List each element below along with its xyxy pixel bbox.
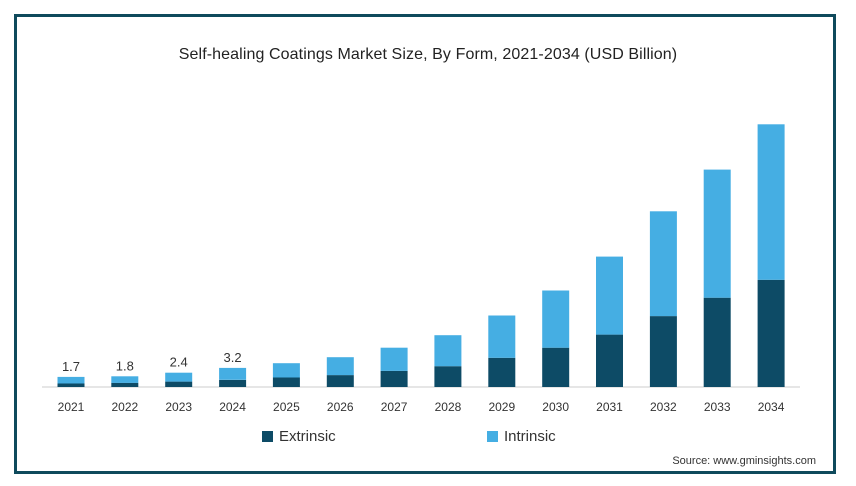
data-label-2021: 1.7: [62, 359, 80, 374]
x-tick-label-2021: 2021: [58, 400, 85, 414]
source-note: Source: www.gminsights.com: [672, 455, 816, 467]
bar-intrinsic-2022: [111, 376, 139, 383]
x-tick-label-2033: 2033: [704, 400, 731, 414]
bar-intrinsic-2024: [219, 367, 247, 380]
bar-intrinsic-2025: [272, 363, 300, 378]
bar-extrinsic-2023: [165, 381, 193, 387]
bar-extrinsic-2030: [542, 347, 570, 387]
bar-intrinsic-2028: [434, 335, 462, 367]
x-tick-label-2029: 2029: [488, 400, 515, 414]
bar-extrinsic-2029: [488, 357, 516, 387]
bar-intrinsic-2031: [596, 256, 623, 335]
bar-intrinsic-2029: [488, 315, 516, 358]
x-tick-label-2025: 2025: [273, 400, 300, 414]
x-tick-label-2023: 2023: [165, 400, 192, 414]
x-tick-label-2022: 2022: [111, 400, 138, 414]
legend-label-intrinsic: Intrinsic: [504, 428, 556, 445]
bar-extrinsic-2022: [111, 382, 139, 387]
bar-extrinsic-2033: [703, 297, 731, 387]
bar-extrinsic-2032: [649, 316, 677, 387]
legend-swatch-extrinsic: [262, 431, 273, 442]
bar-extrinsic-2021: [57, 383, 85, 387]
bar-intrinsic-2023: [165, 372, 193, 382]
data-labels-group: 1.7 1.8 2.4 3.2: [62, 350, 242, 374]
bar-intrinsic-2033: [703, 169, 731, 298]
x-tick-label-2034: 2034: [758, 400, 785, 414]
bar-extrinsic-2028: [434, 366, 462, 387]
data-label-2023: 2.4: [170, 355, 188, 370]
legend-item-extrinsic: Extrinsic: [262, 428, 336, 445]
data-label-2024: 3.2: [224, 350, 242, 365]
bar-intrinsic-2030: [542, 290, 570, 348]
x-tick-label-2031: 2031: [596, 400, 623, 414]
x-tick-label-2026: 2026: [327, 400, 354, 414]
bar-intrinsic-2026: [326, 357, 354, 376]
bar-intrinsic-2032: [649, 211, 677, 317]
bars-group: [57, 124, 785, 387]
x-tick-label-2028: 2028: [435, 400, 462, 414]
legend-label-extrinsic: Extrinsic: [279, 428, 336, 445]
legend-item-intrinsic: Intrinsic: [487, 428, 556, 445]
bar-intrinsic-2034: [757, 124, 785, 280]
bar-extrinsic-2034: [757, 279, 785, 387]
x-tick-label-2027: 2027: [381, 400, 408, 414]
bar-extrinsic-2026: [326, 375, 354, 387]
bar-extrinsic-2024: [219, 379, 247, 387]
bar-extrinsic-2031: [596, 334, 623, 387]
x-tick-label-2032: 2032: [650, 400, 677, 414]
bar-extrinsic-2025: [272, 377, 300, 387]
chart-title: Self-healing Coatings Market Size, By Fo…: [178, 46, 678, 63]
bar-extrinsic-2027: [380, 370, 408, 387]
x-tick-label-2024: 2024: [219, 400, 246, 414]
bar-intrinsic-2021: [57, 376, 85, 384]
legend-swatch-intrinsic: [487, 431, 498, 442]
data-label-2022: 1.8: [116, 358, 134, 373]
bar-intrinsic-2027: [380, 347, 408, 371]
chart-frame: [14, 14, 836, 474]
x-tick-labels-group: 2021 2022 2023 2024 2025 2026 2027 2028 2029 2030…: [58, 400, 785, 414]
x-tick-label-2030: 2030: [542, 400, 569, 414]
